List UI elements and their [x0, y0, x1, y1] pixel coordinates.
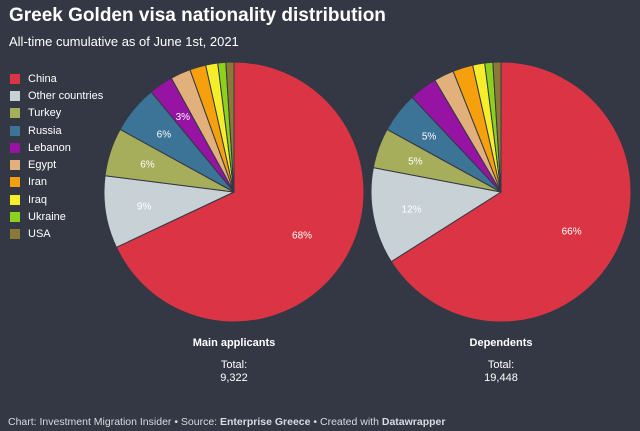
legend-swatch — [10, 212, 20, 223]
pie-caption-dependents: Dependents Total: 19,448 — [401, 337, 601, 384]
pie-slice-china — [115, 61, 365, 323]
pie-slice-usa — [225, 61, 235, 193]
pie-caption-main-applicants: Main applicants Total: 9,322 — [134, 337, 334, 384]
legend-swatch — [10, 125, 20, 136]
total-label: Total: — [487, 359, 515, 371]
legend: China Other countries Turkey Russia Lebanon E… — [10, 70, 103, 243]
footer-credits: Chart: Investment Migration Insider • So… — [8, 416, 445, 428]
legend-item: Russia — [10, 122, 103, 139]
legend-label: USA — [28, 228, 51, 241]
legend-item: Other countries — [10, 87, 103, 104]
pie-main-applicants: 68% 9% 6% 6% 3% — [103, 61, 365, 323]
legend-swatch — [10, 177, 20, 188]
pie-data-label: 6% — [140, 159, 155, 170]
pie-data-label: 5% — [422, 132, 437, 143]
legend-item: Egypt — [10, 156, 103, 173]
pie-data-label: 68% — [292, 231, 312, 242]
pie-data-label: 6% — [157, 129, 172, 140]
legend-swatch — [10, 160, 20, 171]
pie-title: Main applicants — [192, 337, 276, 349]
total-value: 9,322 — [220, 372, 248, 384]
legend-item: Turkey — [10, 105, 103, 122]
legend-label: Other countries — [28, 89, 104, 102]
legend-swatch — [10, 73, 20, 84]
legend-swatch — [10, 229, 20, 240]
pie-data-label: 66% — [562, 226, 582, 237]
pie-data-label: 5% — [408, 157, 423, 168]
legend-label: Russia — [28, 124, 62, 137]
footer-prefix: Chart: Investment Migration Insider • So… — [8, 416, 221, 428]
legend-label: China — [28, 72, 57, 85]
legend-label: Ukraine — [28, 211, 66, 224]
legend-swatch — [10, 90, 20, 101]
legend-swatch — [10, 194, 20, 205]
pie-slice-china — [390, 61, 632, 323]
legend-item: Iran — [10, 174, 103, 191]
legend-item: Ukraine — [10, 208, 103, 225]
pie-dependents: 66% 12% 5% 5% — [370, 61, 632, 323]
legend-label: Lebanon — [28, 141, 71, 154]
footer-middle: • Created with — [310, 416, 382, 428]
legend-swatch — [10, 108, 20, 119]
legend-label: Iran — [28, 176, 47, 189]
footer-tool-link[interactable]: Datawrapper — [381, 416, 446, 428]
legend-item: China — [10, 70, 103, 87]
chart-subtitle: All-time cumulative as of June 1st, 2021 — [9, 34, 239, 49]
legend-label: Iraq — [28, 193, 47, 206]
pie-data-label: 12% — [402, 205, 422, 216]
legend-item: Lebanon — [10, 139, 103, 156]
legend-swatch — [10, 142, 20, 153]
legend-label: Turkey — [28, 107, 62, 120]
legend-item: Iraq — [10, 191, 103, 208]
total-label: Total: — [220, 359, 248, 371]
pie-data-label: 9% — [137, 202, 152, 213]
total-value: 19,448 — [484, 372, 518, 384]
pie-title: Dependents — [469, 337, 533, 349]
pie-slice-usa — [492, 61, 502, 193]
chart-title: Greek Golden visa nationality distributi… — [9, 5, 386, 26]
legend-label: Egypt — [28, 159, 57, 172]
legend-item: USA — [10, 226, 103, 243]
pie-slice-other-countries — [370, 167, 503, 263]
footer-source-link[interactable]: Enterprise Greece — [220, 416, 311, 428]
pie-data-label: 3% — [176, 112, 191, 123]
